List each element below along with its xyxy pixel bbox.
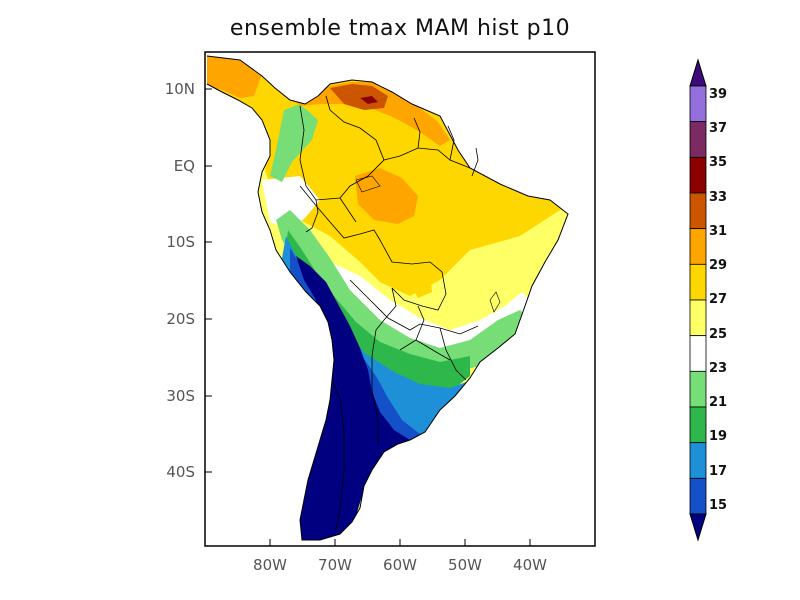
y-tick-label: 40S: [166, 463, 195, 481]
y-tick-label: 10S: [166, 233, 195, 251]
colorbar-top-arrow: [689, 58, 707, 87]
colorbar-label: 19: [709, 429, 728, 444]
x-tick-label: 40W: [513, 556, 547, 574]
y-tick-label: 30S: [166, 387, 195, 405]
colorbar-label: 25: [709, 327, 728, 342]
map-title: ensemble tmax MAM hist p10: [229, 16, 571, 41]
colorbar-label: 33: [709, 190, 728, 205]
colorbar-segment: [689, 370, 707, 408]
colorbar-bottom-arrow: [689, 513, 707, 542]
colorbar-label: 39: [709, 87, 728, 102]
y-tick-label: EQ: [173, 157, 195, 175]
colorbar-segment: [689, 263, 707, 301]
colorbar-label: 17: [709, 464, 728, 479]
colorbar-segment: [689, 228, 707, 265]
colorbar-label: 35: [709, 155, 728, 170]
y-tick-label: 10N: [164, 80, 195, 98]
x-tick-label: 60W: [383, 556, 417, 574]
colorbar-segment: [689, 442, 707, 479]
colorbar-segment: [689, 406, 707, 444]
colorbar-segment: [689, 121, 707, 158]
colorbar-label: 31: [709, 224, 728, 239]
colorbar-label: 27: [709, 292, 728, 307]
colorbar-label: 29: [709, 258, 728, 273]
x-tick-label: 80W: [253, 556, 287, 574]
colorbar-label: 37: [709, 121, 728, 136]
colorbar-segment: [689, 299, 707, 337]
colorbar-label: 23: [709, 361, 728, 376]
colorbar-label: 15: [709, 498, 728, 513]
x-tick-label: 70W: [318, 556, 352, 574]
colorbar-segment: [689, 192, 707, 230]
coastline: [206, 55, 569, 541]
axis-ticks: [205, 88, 531, 546]
colorbar-segment: [689, 477, 707, 515]
colorbar-label: 21: [709, 395, 728, 410]
colorbar-segment: [689, 156, 707, 194]
colorbar-segment: [689, 85, 707, 123]
colorbar-segment: [689, 335, 707, 372]
y-tick-label: 20S: [166, 310, 195, 328]
colorbar: [689, 58, 707, 542]
x-tick-label: 50W: [448, 556, 482, 574]
country-borders: [299, 95, 479, 531]
